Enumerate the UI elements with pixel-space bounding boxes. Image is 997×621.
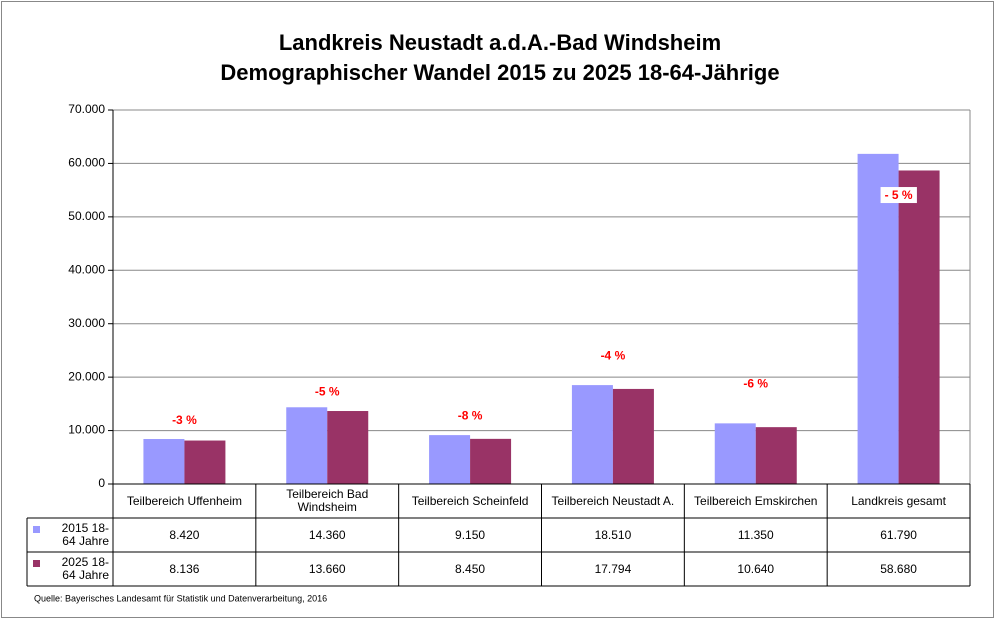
category-label: Teilbereich Scheinfeld <box>411 493 529 508</box>
table-value: 8.450 <box>455 561 486 576</box>
table-value: 14.360 <box>308 527 346 542</box>
y-tick-label: 60.000 <box>68 156 105 170</box>
chart-subtitle: Demographischer Wandel 2015 zu 2025 18-6… <box>220 60 779 85</box>
bar <box>286 407 328 484</box>
bar <box>143 439 185 484</box>
table-value: 61.790 <box>880 527 917 542</box>
chart-title: Landkreis Neustadt a.d.A.-Bad Windsheim <box>279 30 721 55</box>
table-value: 8.136 <box>169 561 200 576</box>
annotation: - 5 % <box>885 188 913 202</box>
category-label: Teilbereich Bad Windsheim <box>286 487 369 514</box>
y-tick-label: 50.000 <box>68 209 105 223</box>
bar <box>612 388 654 484</box>
category-label: Landkreis gesamt <box>851 493 946 508</box>
bar <box>898 170 940 484</box>
bar <box>470 438 512 484</box>
annotation-bg <box>880 187 917 204</box>
bar <box>714 423 756 484</box>
legend-label: 2025 18-64 Jahre <box>61 555 109 582</box>
y-tick-label: 0 <box>98 476 105 490</box>
table-value: 18.510 <box>594 527 632 542</box>
table-value: 58.680 <box>880 561 917 576</box>
category-label: Teilbereich Emskirchen <box>694 493 818 508</box>
y-tick-label: 30.000 <box>68 316 105 330</box>
legend-swatch <box>33 560 40 567</box>
category-label: Teilbereich Neustadt A. <box>551 493 675 508</box>
legend-label: 2015 18-64 Jahre <box>61 521 109 548</box>
annotation: -3 % <box>172 413 197 427</box>
annotation: -5 % <box>315 384 340 398</box>
category-label: Teilbereich Uffenheim <box>126 493 242 508</box>
bar <box>857 153 899 484</box>
annotation: -4 % <box>601 348 626 362</box>
annotation: -6 % <box>743 377 768 391</box>
annotation: -8 % <box>458 408 483 422</box>
bar <box>755 427 797 484</box>
bar <box>571 385 613 484</box>
y-tick-label: 70.000 <box>68 102 105 116</box>
bar <box>429 435 471 484</box>
table-value: 9.150 <box>455 527 486 542</box>
y-tick-label: 20.000 <box>68 369 105 383</box>
y-tick-label: 40.000 <box>68 262 105 276</box>
y-tick-label: 10.000 <box>68 423 105 437</box>
table-value: 13.660 <box>308 561 346 576</box>
table-value: 10.640 <box>737 561 775 576</box>
table-value: 17.794 <box>594 561 632 576</box>
bar <box>327 411 369 484</box>
table-value: 8.420 <box>169 527 200 542</box>
table-value: 11.350 <box>737 527 774 542</box>
source: Quelle: Bayerisches Landesamt für Statis… <box>34 593 327 603</box>
bar <box>184 440 226 484</box>
legend-swatch <box>33 526 40 533</box>
